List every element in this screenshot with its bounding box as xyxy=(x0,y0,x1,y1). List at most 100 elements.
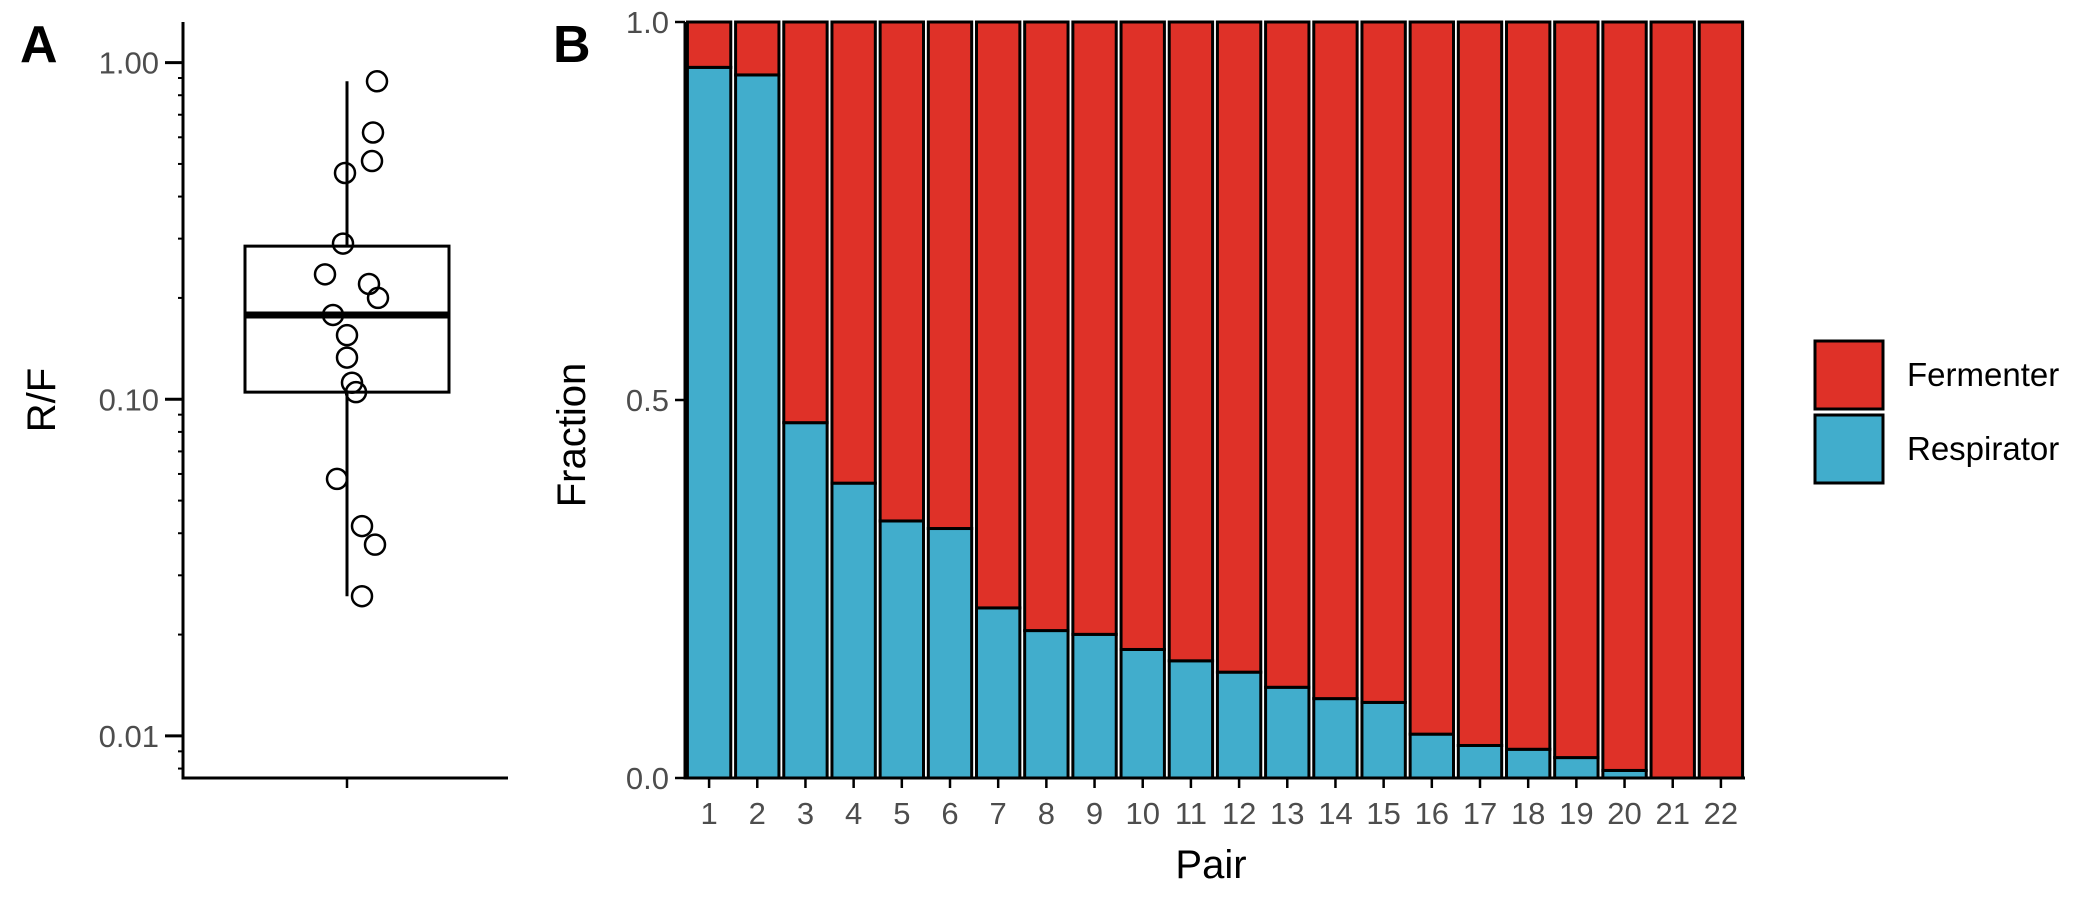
bar-respirator xyxy=(1408,732,1455,780)
data-point xyxy=(335,323,359,347)
panel-b-x-tick-label: 19 xyxy=(1559,796,1593,831)
panel-b-x-tick-label: 13 xyxy=(1270,796,1304,831)
bar-respirator xyxy=(1264,685,1311,780)
panel-b-x-tick-label: 12 xyxy=(1222,796,1256,831)
bar-respirator xyxy=(1456,743,1504,780)
data-point xyxy=(335,346,359,369)
panel-b-y-tick-label: 0.5 xyxy=(626,383,669,418)
data-point xyxy=(360,149,384,173)
bar-fermenter xyxy=(685,20,733,69)
data-point xyxy=(350,514,374,538)
bar-fermenter xyxy=(1215,20,1263,674)
bar-fermenter xyxy=(1408,20,1455,736)
panel-b-x-axis-title: Pair xyxy=(1175,843,1246,887)
data-point xyxy=(363,533,387,556)
data-point xyxy=(313,263,337,286)
bar-fermenter xyxy=(1023,20,1070,633)
data-point xyxy=(361,121,385,144)
panel-b-x-tick-label: 4 xyxy=(845,796,862,831)
panel-b-x-tick-label: 16 xyxy=(1415,796,1449,831)
bar-fermenter xyxy=(926,20,974,531)
panel-b-x-tick-label: 8 xyxy=(1038,796,1055,831)
bar-fermenter xyxy=(782,20,829,425)
legend-key-respirator xyxy=(1813,413,1885,485)
bar-respirator xyxy=(1071,632,1118,780)
bar-fermenter xyxy=(1649,20,1696,780)
panel-a-y-tick-label: 0.01 xyxy=(99,719,159,754)
panel-b-x-tick-label: 3 xyxy=(797,796,814,831)
bar-fermenter xyxy=(1071,20,1118,636)
panel-b-x-tick-label: 10 xyxy=(1125,796,1159,831)
panel-a-y-tick-label: 0.10 xyxy=(99,382,159,417)
panel-b-x-tick-label: 20 xyxy=(1607,796,1641,831)
panel-b-x-tick-label: 15 xyxy=(1366,796,1400,831)
panel-a-y-axis-title: R/F xyxy=(20,368,64,432)
panel-b-x-tick-label: 6 xyxy=(941,796,958,831)
legend-label-respirator: Respirator xyxy=(1907,430,2059,467)
data-point xyxy=(331,232,355,255)
panel-b-x-tick-label: 21 xyxy=(1655,796,1689,831)
bar-fermenter xyxy=(1264,20,1311,689)
legend-key-fermenter xyxy=(1813,339,1885,411)
box-iqr xyxy=(243,244,451,394)
bar-fermenter xyxy=(1312,20,1359,701)
bar-respirator xyxy=(830,481,877,780)
bar-fermenter xyxy=(1553,20,1600,760)
bar-fermenter xyxy=(734,20,781,77)
bar-fermenter xyxy=(1360,20,1407,704)
data-point xyxy=(344,380,368,404)
panel-b-x-tick-label: 17 xyxy=(1463,796,1497,831)
bar-respirator xyxy=(685,65,733,780)
data-point xyxy=(325,467,349,491)
panel-b-x-tick-label: 18 xyxy=(1511,796,1545,831)
bar-fermenter xyxy=(975,20,1022,610)
panel-b-bars xyxy=(685,20,1745,780)
panel-b-x-tick-label: 1 xyxy=(700,796,717,831)
panel-a-axes: 1.00 0.10 0.01 xyxy=(99,22,508,788)
panel-b-axes: 1 2 3 4 5 6 7 8 9 10 11 12 13 14 15 16 17 18 19 20 21 220.00.… xyxy=(626,5,1745,831)
bar-respirator xyxy=(878,519,925,780)
legend: Fermenter Respirator xyxy=(1813,339,2059,485)
bar-respirator xyxy=(1360,700,1407,780)
panel-b-label: B xyxy=(553,16,591,74)
bar-respirator xyxy=(734,73,781,780)
bar-respirator xyxy=(1312,697,1359,780)
data-point xyxy=(333,161,357,185)
panel-a-boxplot xyxy=(243,81,451,597)
panel-a-y-tick-label: 1.00 xyxy=(99,46,159,81)
bar-fermenter xyxy=(1119,20,1166,651)
bar-respirator xyxy=(1119,647,1166,780)
bar-respirator xyxy=(1553,756,1600,780)
data-point xyxy=(365,70,389,93)
panel-b-x-tick-label: 2 xyxy=(749,796,766,831)
bar-fermenter xyxy=(1456,20,1504,747)
data-point xyxy=(321,303,345,327)
bar-fermenter xyxy=(1505,20,1552,751)
bar-respirator xyxy=(1215,670,1263,780)
bar-fermenter xyxy=(1167,20,1215,663)
bar-respirator xyxy=(1167,659,1215,780)
bar-fermenter xyxy=(1697,20,1745,780)
panel-a-label: A xyxy=(20,16,58,74)
panel-b-y-tick-label: 0.0 xyxy=(626,761,669,796)
bar-fermenter xyxy=(830,20,877,485)
panel-b-x-tick-label: 14 xyxy=(1318,796,1352,831)
bar-fermenter xyxy=(878,20,925,523)
panel-b-x-tick-label: 7 xyxy=(990,796,1007,831)
bar-respirator xyxy=(1023,629,1070,780)
panel-b-x-tick-label: 5 xyxy=(893,796,910,831)
panel-b-x-tick-label: 9 xyxy=(1086,796,1103,831)
bar-respirator xyxy=(926,527,974,780)
panel-a: A R/F 1.00 0.10 0.01 xyxy=(20,16,508,788)
bar-fermenter xyxy=(1601,20,1648,772)
bar-respirator xyxy=(782,421,829,780)
panel-b-y-axis-title: Fraction xyxy=(550,363,594,508)
panel-b-x-tick-label: 11 xyxy=(1175,796,1207,831)
panel-b-x-tick-label: 22 xyxy=(1704,796,1738,831)
panel-b: B Fraction Pair 1 2 3 4 5 6 7 8 9 10 11 12 13 14 15 16 1… xyxy=(550,5,2059,887)
data-point xyxy=(366,286,390,310)
panel-b-y-tick-label: 1.0 xyxy=(626,5,669,40)
data-point xyxy=(350,584,374,608)
bar-respirator xyxy=(975,606,1022,780)
